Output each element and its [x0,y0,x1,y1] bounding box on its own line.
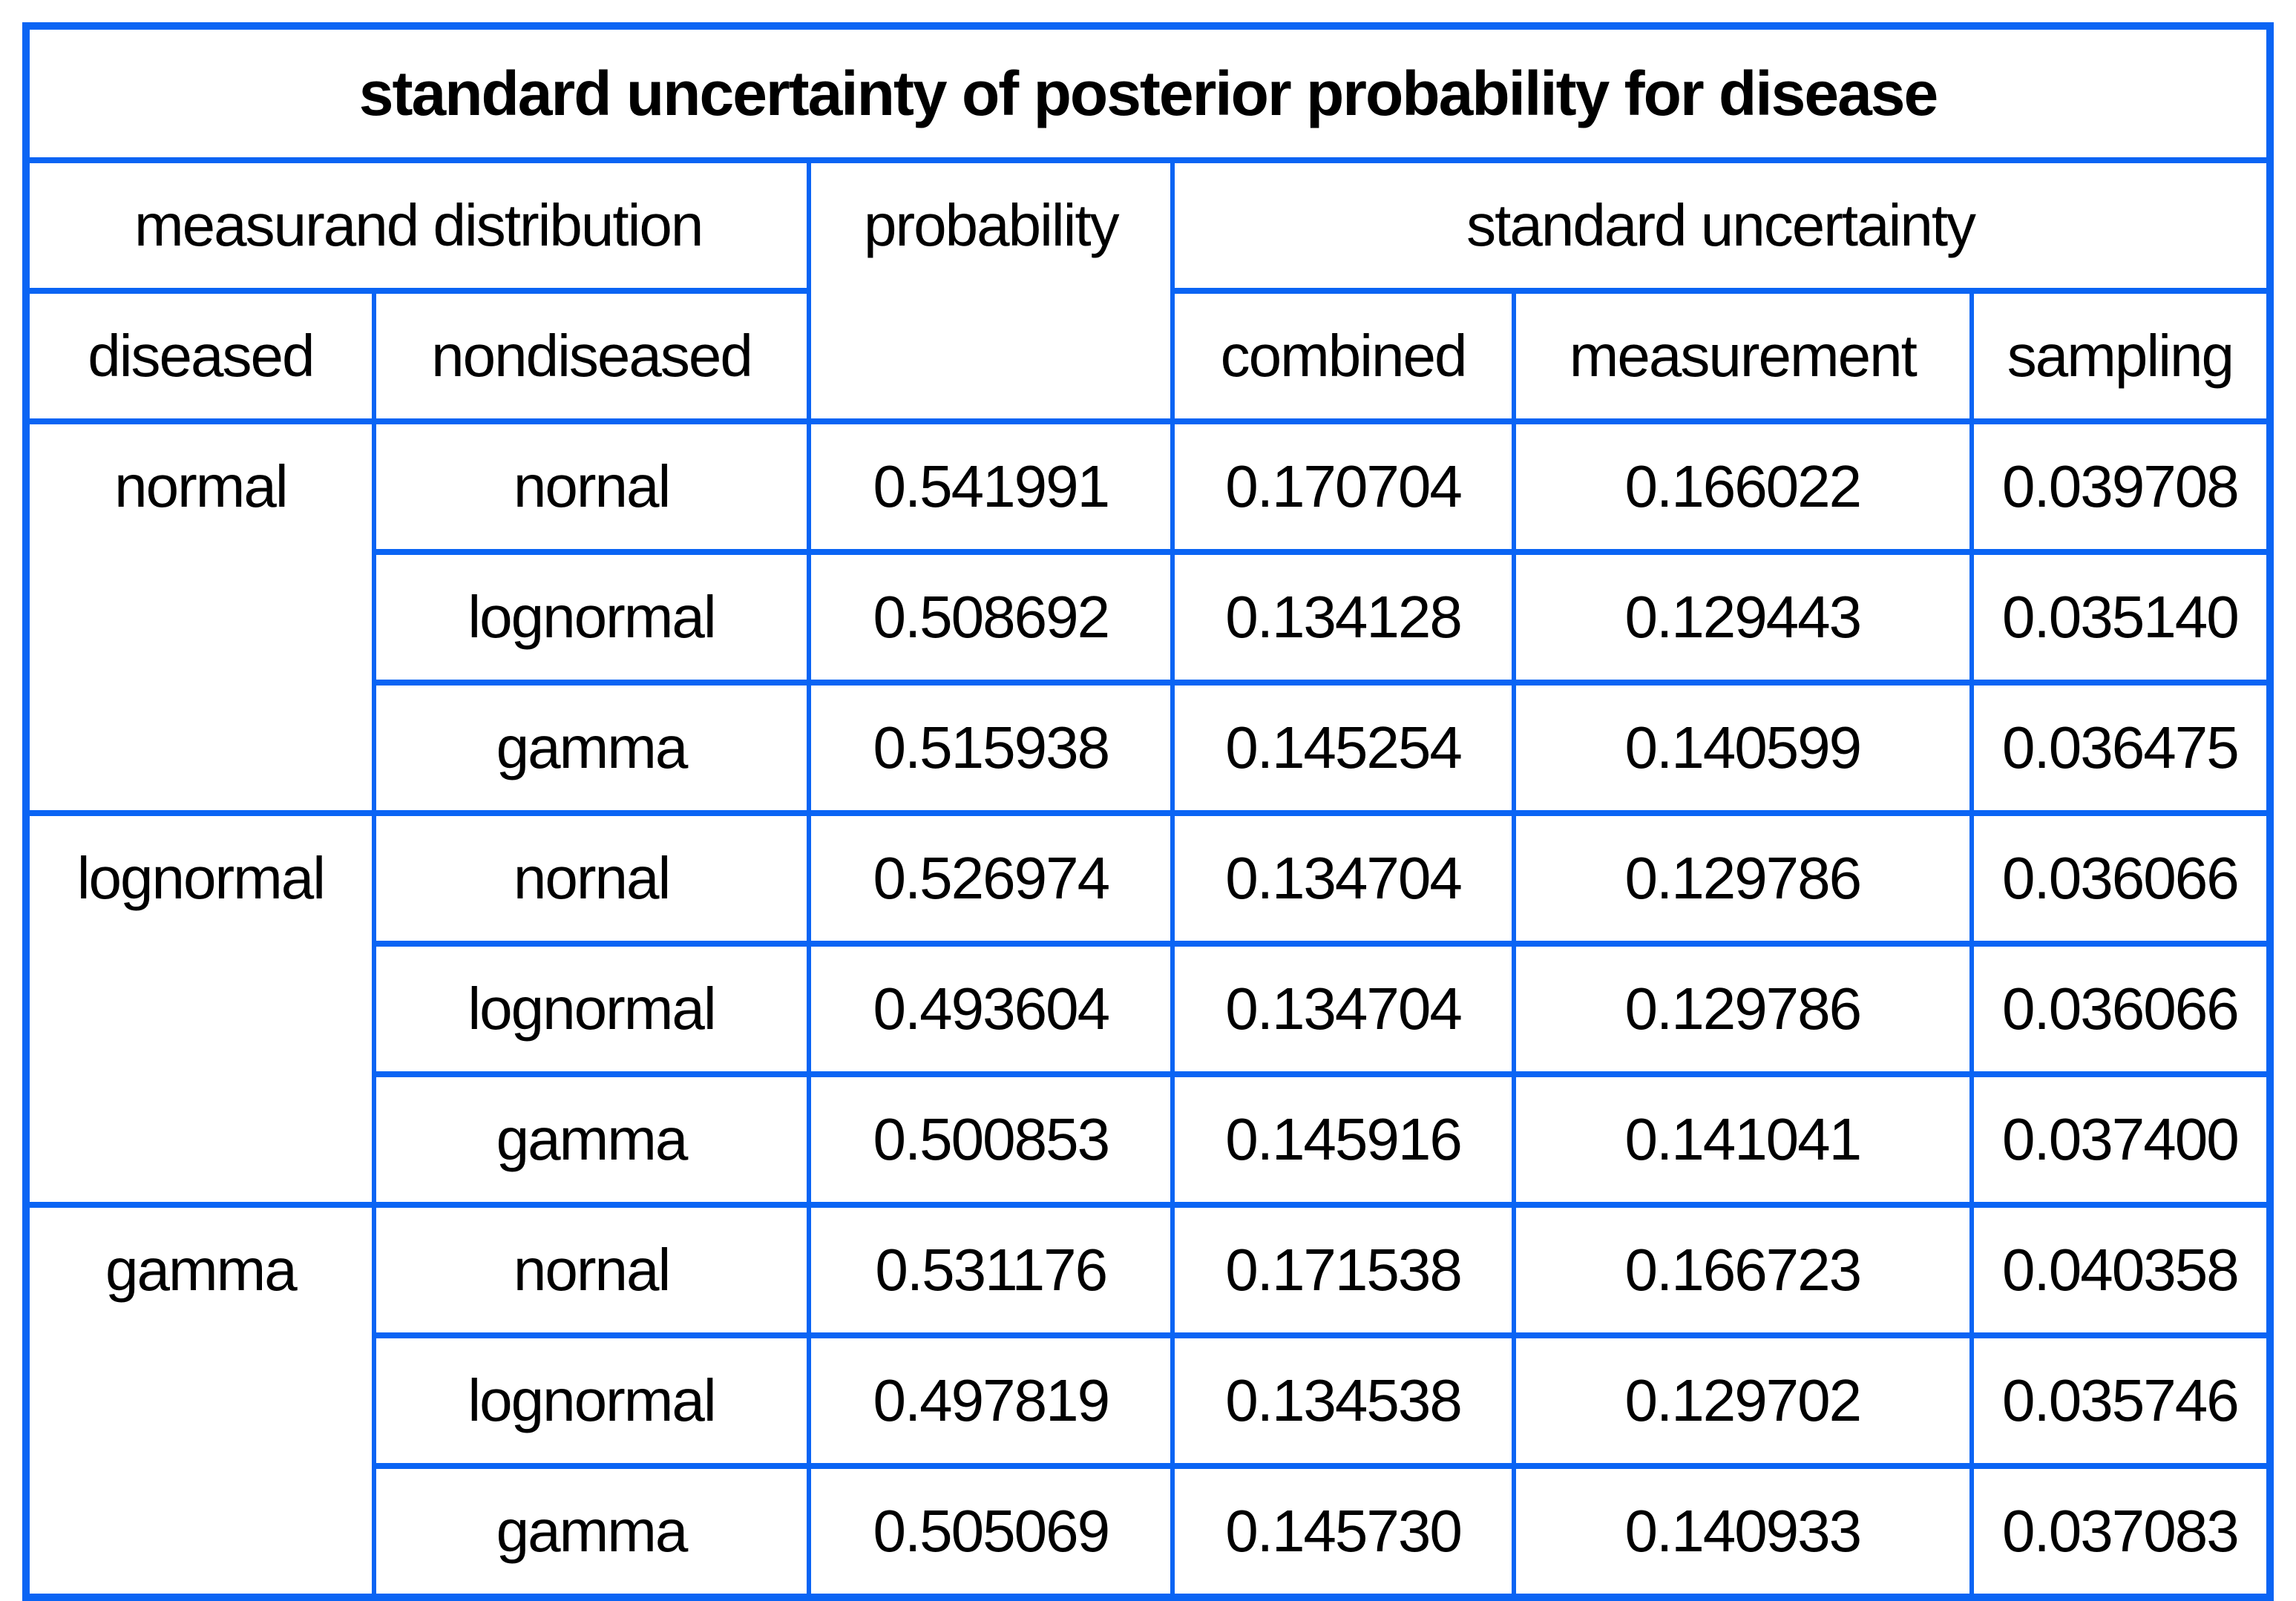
measurement-value: 0.129786 [1511,810,1974,947]
probability-value: 0.508692 [807,549,1175,686]
header-probability: probability [807,157,1175,424]
sampling-value: 0.036475 [1969,680,2273,816]
data-row: gamma 0.505069 0.145730 0.140933 0.03708… [26,1463,2273,1600]
sampling-value: 0.036066 [1969,941,2273,1077]
probability-value: 0.515938 [807,680,1175,816]
header-nondiseased: nondiseased [371,288,812,424]
nondiseased-label: gamma [371,1071,812,1208]
data-row: lognormal 0.508692 0.134128 0.129443 0.0… [26,549,2273,686]
data-row: lognormal nornal 0.526974 0.134704 0.129… [24,810,2273,1208]
probability-value: 0.531176 [807,1202,1175,1338]
probability-value: 0.493604 [807,941,1175,1077]
nondiseased-label: lognormal [371,1332,812,1469]
nondiseased-label: gamma [371,1463,812,1600]
probability-value: 0.526974 [807,810,1175,947]
combined-value: 0.134704 [1170,810,1516,947]
measurement-value: 0.129786 [1511,941,1974,1077]
header-sub-row: diseased nondiseased combined measuremen… [24,288,2273,424]
nondiseased-label: nornal [371,810,812,947]
diseased-group-label: normal [24,418,376,816]
header-combined: combined [1170,288,1516,424]
header-standard-uncertainty: standard uncertainty [1170,157,2272,294]
combined-value: 0.134128 [1170,549,1516,686]
header-diseased: diseased [24,288,376,424]
sampling-value: 0.035746 [1969,1332,2273,1469]
header-measurand-distribution: measurand distribution [23,157,812,294]
diseased-group-label: gamma [24,1202,376,1600]
combined-value: 0.145730 [1170,1463,1516,1600]
data-row: gamma 0.500853 0.145916 0.141041 0.03740… [26,1071,2273,1208]
combined-value: 0.170704 [1170,418,1516,555]
probability-value: 0.505069 [807,1463,1175,1600]
probability-value: 0.500853 [807,1071,1175,1208]
nondiseased-label: lognormal [371,549,812,686]
sampling-value: 0.037083 [1969,1463,2273,1600]
combined-value: 0.145916 [1170,1071,1516,1208]
measurement-value: 0.141041 [1511,1071,1974,1208]
header-sampling: sampling [1969,288,2273,424]
data-row: lognormal 0.497819 0.134538 0.129702 0.0… [26,1332,2273,1469]
nondiseased-label: lognormal [371,941,812,1077]
combined-value: 0.145254 [1170,680,1516,816]
sampling-value: 0.037400 [1969,1071,2273,1208]
probability-value: 0.497819 [807,1332,1175,1469]
sampling-value: 0.035140 [1969,549,2273,686]
combined-value: 0.171538 [1170,1202,1516,1338]
sampling-value: 0.036066 [1969,810,2273,947]
data-row: normal nornal 0.541991 0.170704 0.166022… [24,418,2273,816]
measurement-value: 0.166723 [1511,1202,1974,1338]
diseased-group-label: lognormal [24,810,376,1208]
data-row: gamma 0.515938 0.145254 0.140599 0.03647… [26,680,2273,816]
measurement-value: 0.129443 [1511,549,1974,686]
data-row: lognormal 0.493604 0.134704 0.129786 0.0… [26,941,2273,1077]
measurement-value: 0.140599 [1511,680,1974,816]
combined-value: 0.134704 [1170,941,1516,1077]
probability-value: 0.541991 [807,418,1175,555]
measurement-value: 0.129702 [1511,1332,1974,1469]
data-row: gamma nornal 0.531176 0.171538 0.166723 … [24,1202,2273,1600]
sampling-value: 0.040358 [1969,1202,2273,1338]
measurement-value: 0.166022 [1511,418,1974,555]
table-title: standard uncertainty of posterior probab… [24,23,2272,163]
header-measurement: measurement [1511,288,1974,424]
sampling-value: 0.039708 [1969,418,2273,555]
header-group-row: measurand distribution probability stand… [23,157,2272,424]
title-row: standard uncertainty of posterior probab… [24,23,2272,163]
nondiseased-label: nornal [371,418,812,555]
combined-value: 0.134538 [1170,1332,1516,1469]
nondiseased-label: gamma [371,680,812,816]
uncertainty-table: standard uncertainty of posterior probab… [22,22,2274,1601]
measurement-value: 0.140933 [1511,1463,1974,1600]
nondiseased-label: nornal [371,1202,812,1338]
